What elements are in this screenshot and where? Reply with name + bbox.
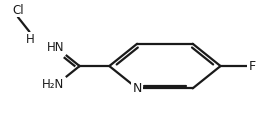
Text: HN: HN — [47, 41, 64, 54]
Text: H: H — [26, 33, 35, 46]
Text: F: F — [249, 60, 256, 73]
Text: H₂N: H₂N — [42, 78, 64, 91]
Text: Cl: Cl — [12, 4, 24, 17]
Text: N: N — [132, 82, 142, 95]
